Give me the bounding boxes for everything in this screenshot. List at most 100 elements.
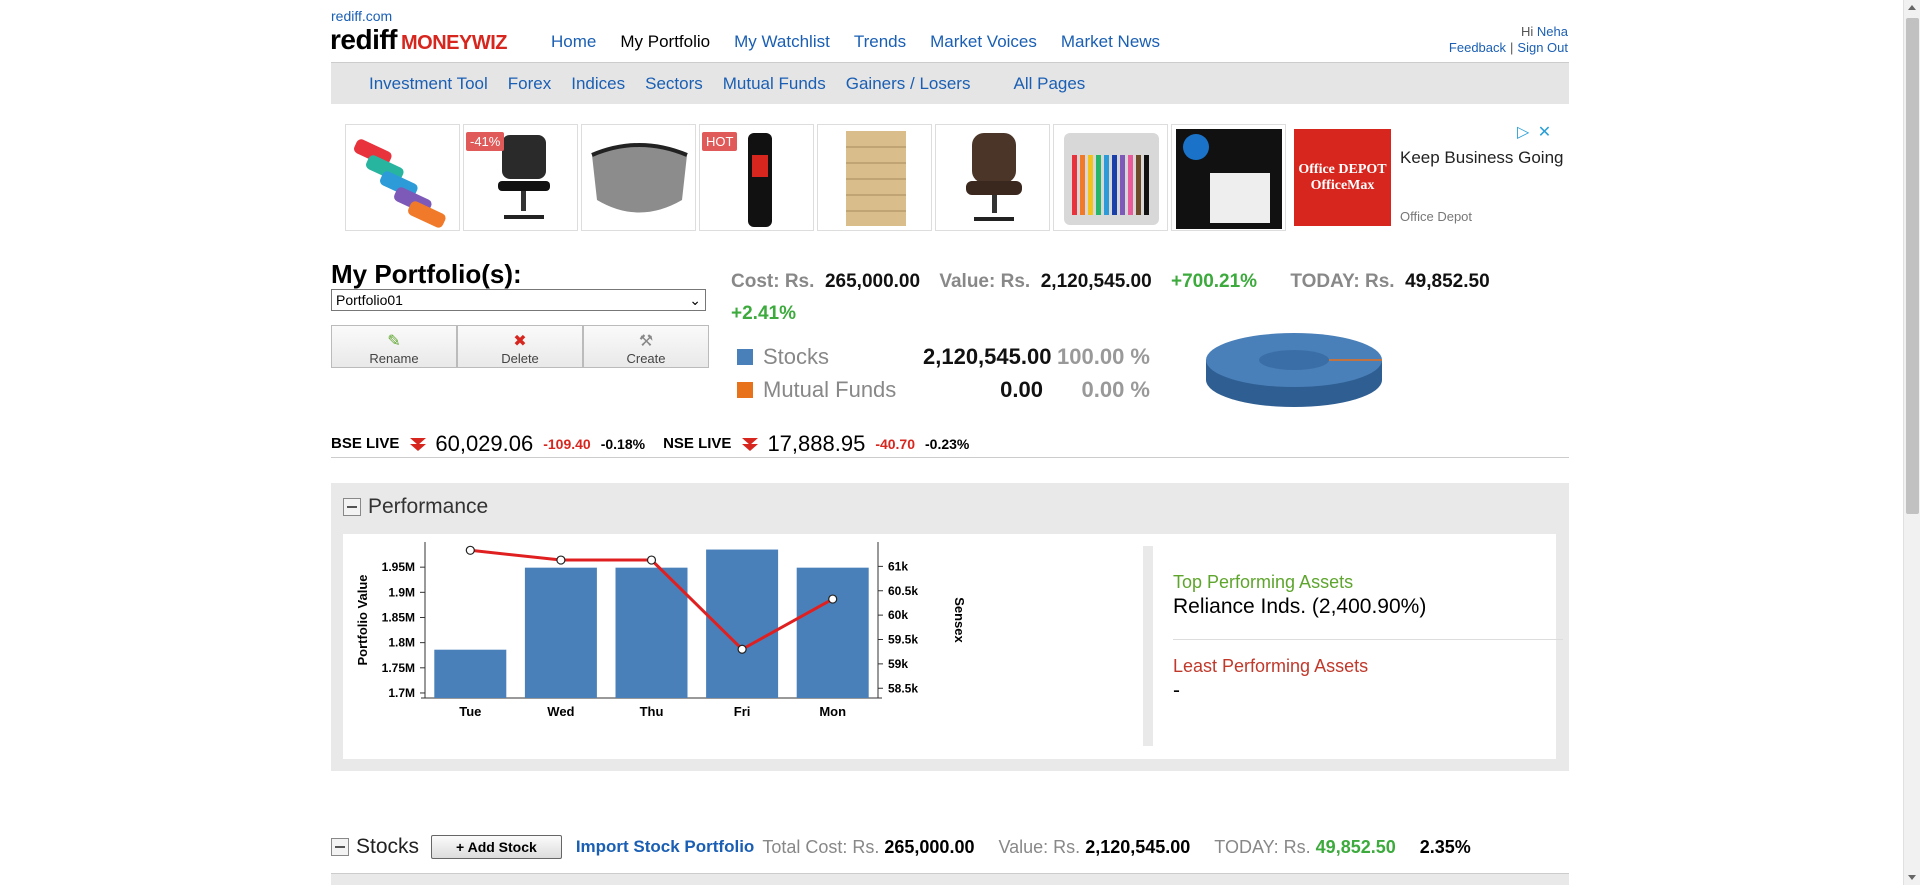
top-nav: Home My Portfolio My Watchlist Trends Ma…: [551, 32, 1184, 52]
allocation-row-mutual-funds: Mutual Funds 0.00 0.00 %: [737, 373, 1177, 406]
ad-product-usb-drives[interactable]: [345, 124, 460, 231]
ad-product-drawer-cabinet[interactable]: [817, 124, 932, 231]
leather-chair-image: [966, 133, 1022, 221]
x-tick-label: Thu: [640, 704, 664, 719]
nav-market-news[interactable]: Market News: [1060, 32, 1161, 51]
y2-tick-label: 60k: [888, 608, 908, 622]
collapse-performance-button[interactable]: [343, 498, 361, 516]
scroll-up-icon[interactable]: [1908, 5, 1916, 10]
user-box: Hi Neha Feedback | Sign Out: [1449, 24, 1568, 56]
moneywiz-logo[interactable]: rediff MONEYWIZ: [330, 24, 508, 56]
nse-pct: -0.23%: [925, 435, 970, 452]
today-label: TODAY: Rs.: [1290, 271, 1395, 292]
office-depot-logo[interactable]: Office DEPOT OfficeMax: [1294, 129, 1391, 226]
y-tick-label: 1.8M: [388, 636, 415, 650]
scroll-thumb[interactable]: [1906, 18, 1919, 514]
nse-label[interactable]: NSE LIVE: [663, 435, 732, 452]
allocation-name: Mutual Funds: [763, 376, 897, 402]
nav-trends[interactable]: Trends: [853, 32, 907, 51]
create-button[interactable]: ⚒ Create: [583, 325, 709, 368]
ad-product-pens[interactable]: [1053, 124, 1168, 231]
portfolio-select[interactable]: Portfolio01 ⌄: [331, 289, 706, 311]
x-tick-label: Wed: [547, 704, 574, 719]
ad-product-office-chair[interactable]: -41%: [463, 124, 578, 231]
bse-label[interactable]: BSE LIVE: [331, 435, 400, 452]
down-arrow-icon: [410, 437, 427, 451]
total-cost-value: 265,000.00: [884, 836, 975, 857]
allocation-pct: 0.00 %: [1081, 376, 1151, 402]
subnav-forex[interactable]: Forex: [507, 73, 552, 93]
stocks-value-label: Value: Rs.: [998, 836, 1081, 857]
x-tick-label: Fri: [734, 704, 751, 719]
sensex-point: [646, 555, 657, 565]
collapse-stocks-button[interactable]: [331, 838, 349, 856]
ad-sponsor[interactable]: Office Depot: [1400, 209, 1473, 224]
bar: [796, 567, 869, 698]
nse-change: -40.70: [875, 435, 916, 452]
nav-my-portfolio[interactable]: My Portfolio: [620, 32, 711, 51]
top-performing-value: Reliance Inds. (2,400.90%): [1173, 595, 1427, 618]
scroll-down-icon[interactable]: [1908, 875, 1916, 880]
performance-chart: 1.7M 1.75M 1.8M 1.85M 1.9M 1.95M 58.5k 59k 59.5k…: [355, 542, 967, 719]
add-stock-button[interactable]: + Add Stock: [431, 835, 562, 859]
adchoices-icon[interactable]: ▷: [1517, 124, 1530, 141]
y-tick-label: 1.85M: [382, 610, 415, 624]
ad-headline[interactable]: Keep Business Going: [1400, 148, 1564, 167]
bar: [434, 649, 507, 698]
stocks-table-header: [331, 873, 1569, 885]
live-indices: BSE LIVE 60,029.06 -109.40 -0.18% NSE LI…: [331, 430, 1569, 458]
allocation-pct: 100.00 %: [1057, 343, 1150, 369]
cost-value: 265,000.00: [824, 271, 921, 292]
subnav-indices[interactable]: Indices: [571, 73, 626, 93]
ad-product-face-mask[interactable]: [581, 124, 696, 231]
performance-title: Performance: [368, 495, 489, 518]
subnav-gainers-losers[interactable]: Gainers / Losers: [845, 73, 971, 93]
allocation-pie-chart: [1206, 333, 1382, 407]
x-tick-label: Tue: [459, 704, 481, 719]
logo-main: rediff: [330, 24, 398, 55]
portfolio-actions: ✎ Rename ✖ Delete ⚒ Create: [331, 325, 709, 368]
stocks-today-pct: 2.35%: [1419, 836, 1471, 857]
signout-link[interactable]: Sign Out: [1517, 40, 1568, 55]
user-name-link[interactable]: Neha: [1536, 24, 1568, 39]
ad-product-leather-chair[interactable]: [935, 124, 1050, 231]
least-performing-value: -: [1173, 679, 1180, 702]
rename-button[interactable]: ✎ Rename: [331, 325, 457, 368]
y-tick-label: 1.7M: [388, 686, 415, 700]
site-link[interactable]: rediff.com: [331, 8, 393, 24]
ad-product-flash-drive[interactable]: HOT: [699, 124, 814, 231]
tools-icon: ⚒: [638, 333, 654, 350]
bse-change: -109.40: [543, 435, 591, 452]
y2-tick-label: 61k: [888, 559, 908, 573]
stocks-bar: Stocks + Add Stock Import Stock Portfoli…: [331, 832, 1569, 862]
subnav-mutual-funds[interactable]: Mutual Funds: [722, 73, 826, 93]
value-value: 2,120,545.00: [1040, 271, 1152, 292]
vertical-scrollbar[interactable]: [1903, 0, 1920, 885]
portfolio-title: My Portfolio(s):: [331, 259, 522, 289]
y-tick-label: 1.95M: [382, 560, 415, 574]
nav-market-voices[interactable]: Market Voices: [930, 32, 1037, 51]
top-performing-label: Top Performing Assets: [1173, 572, 1354, 592]
delete-button[interactable]: ✖ Delete: [457, 325, 583, 368]
subnav-all-pages[interactable]: All Pages: [1013, 73, 1086, 93]
office-chair-image: [498, 135, 550, 219]
today-pct: +2.41%: [731, 303, 796, 324]
ad-product-ink-cartridge[interactable]: [1171, 124, 1286, 231]
total-cost-label: Total Cost: Rs.: [762, 836, 880, 857]
value-label: Value: Rs.: [939, 271, 1031, 292]
performance-chart-area: 1.7M 1.75M 1.8M 1.85M 1.9M 1.95M 58.5k 59k 59.5k…: [343, 534, 1563, 759]
sensex-point: [828, 594, 838, 604]
sensex-point: [465, 545, 475, 555]
bar: [524, 567, 597, 698]
close-icon[interactable]: ✕: [1537, 124, 1552, 141]
stocks-swatch: [737, 348, 753, 365]
subnav-investment-tool[interactable]: Investment Tool: [369, 73, 488, 93]
subnav-sectors[interactable]: Sectors: [645, 73, 703, 93]
nav-my-watchlist[interactable]: My Watchlist: [734, 32, 830, 51]
x-tick-label: Mon: [819, 704, 846, 719]
y-tick-label: 1.75M: [382, 661, 415, 675]
import-stock-portfolio-link[interactable]: Import Stock Portfolio: [575, 837, 755, 856]
down-arrow-icon: [742, 437, 759, 451]
feedback-link[interactable]: Feedback: [1448, 40, 1507, 55]
nav-home[interactable]: Home: [551, 32, 597, 51]
